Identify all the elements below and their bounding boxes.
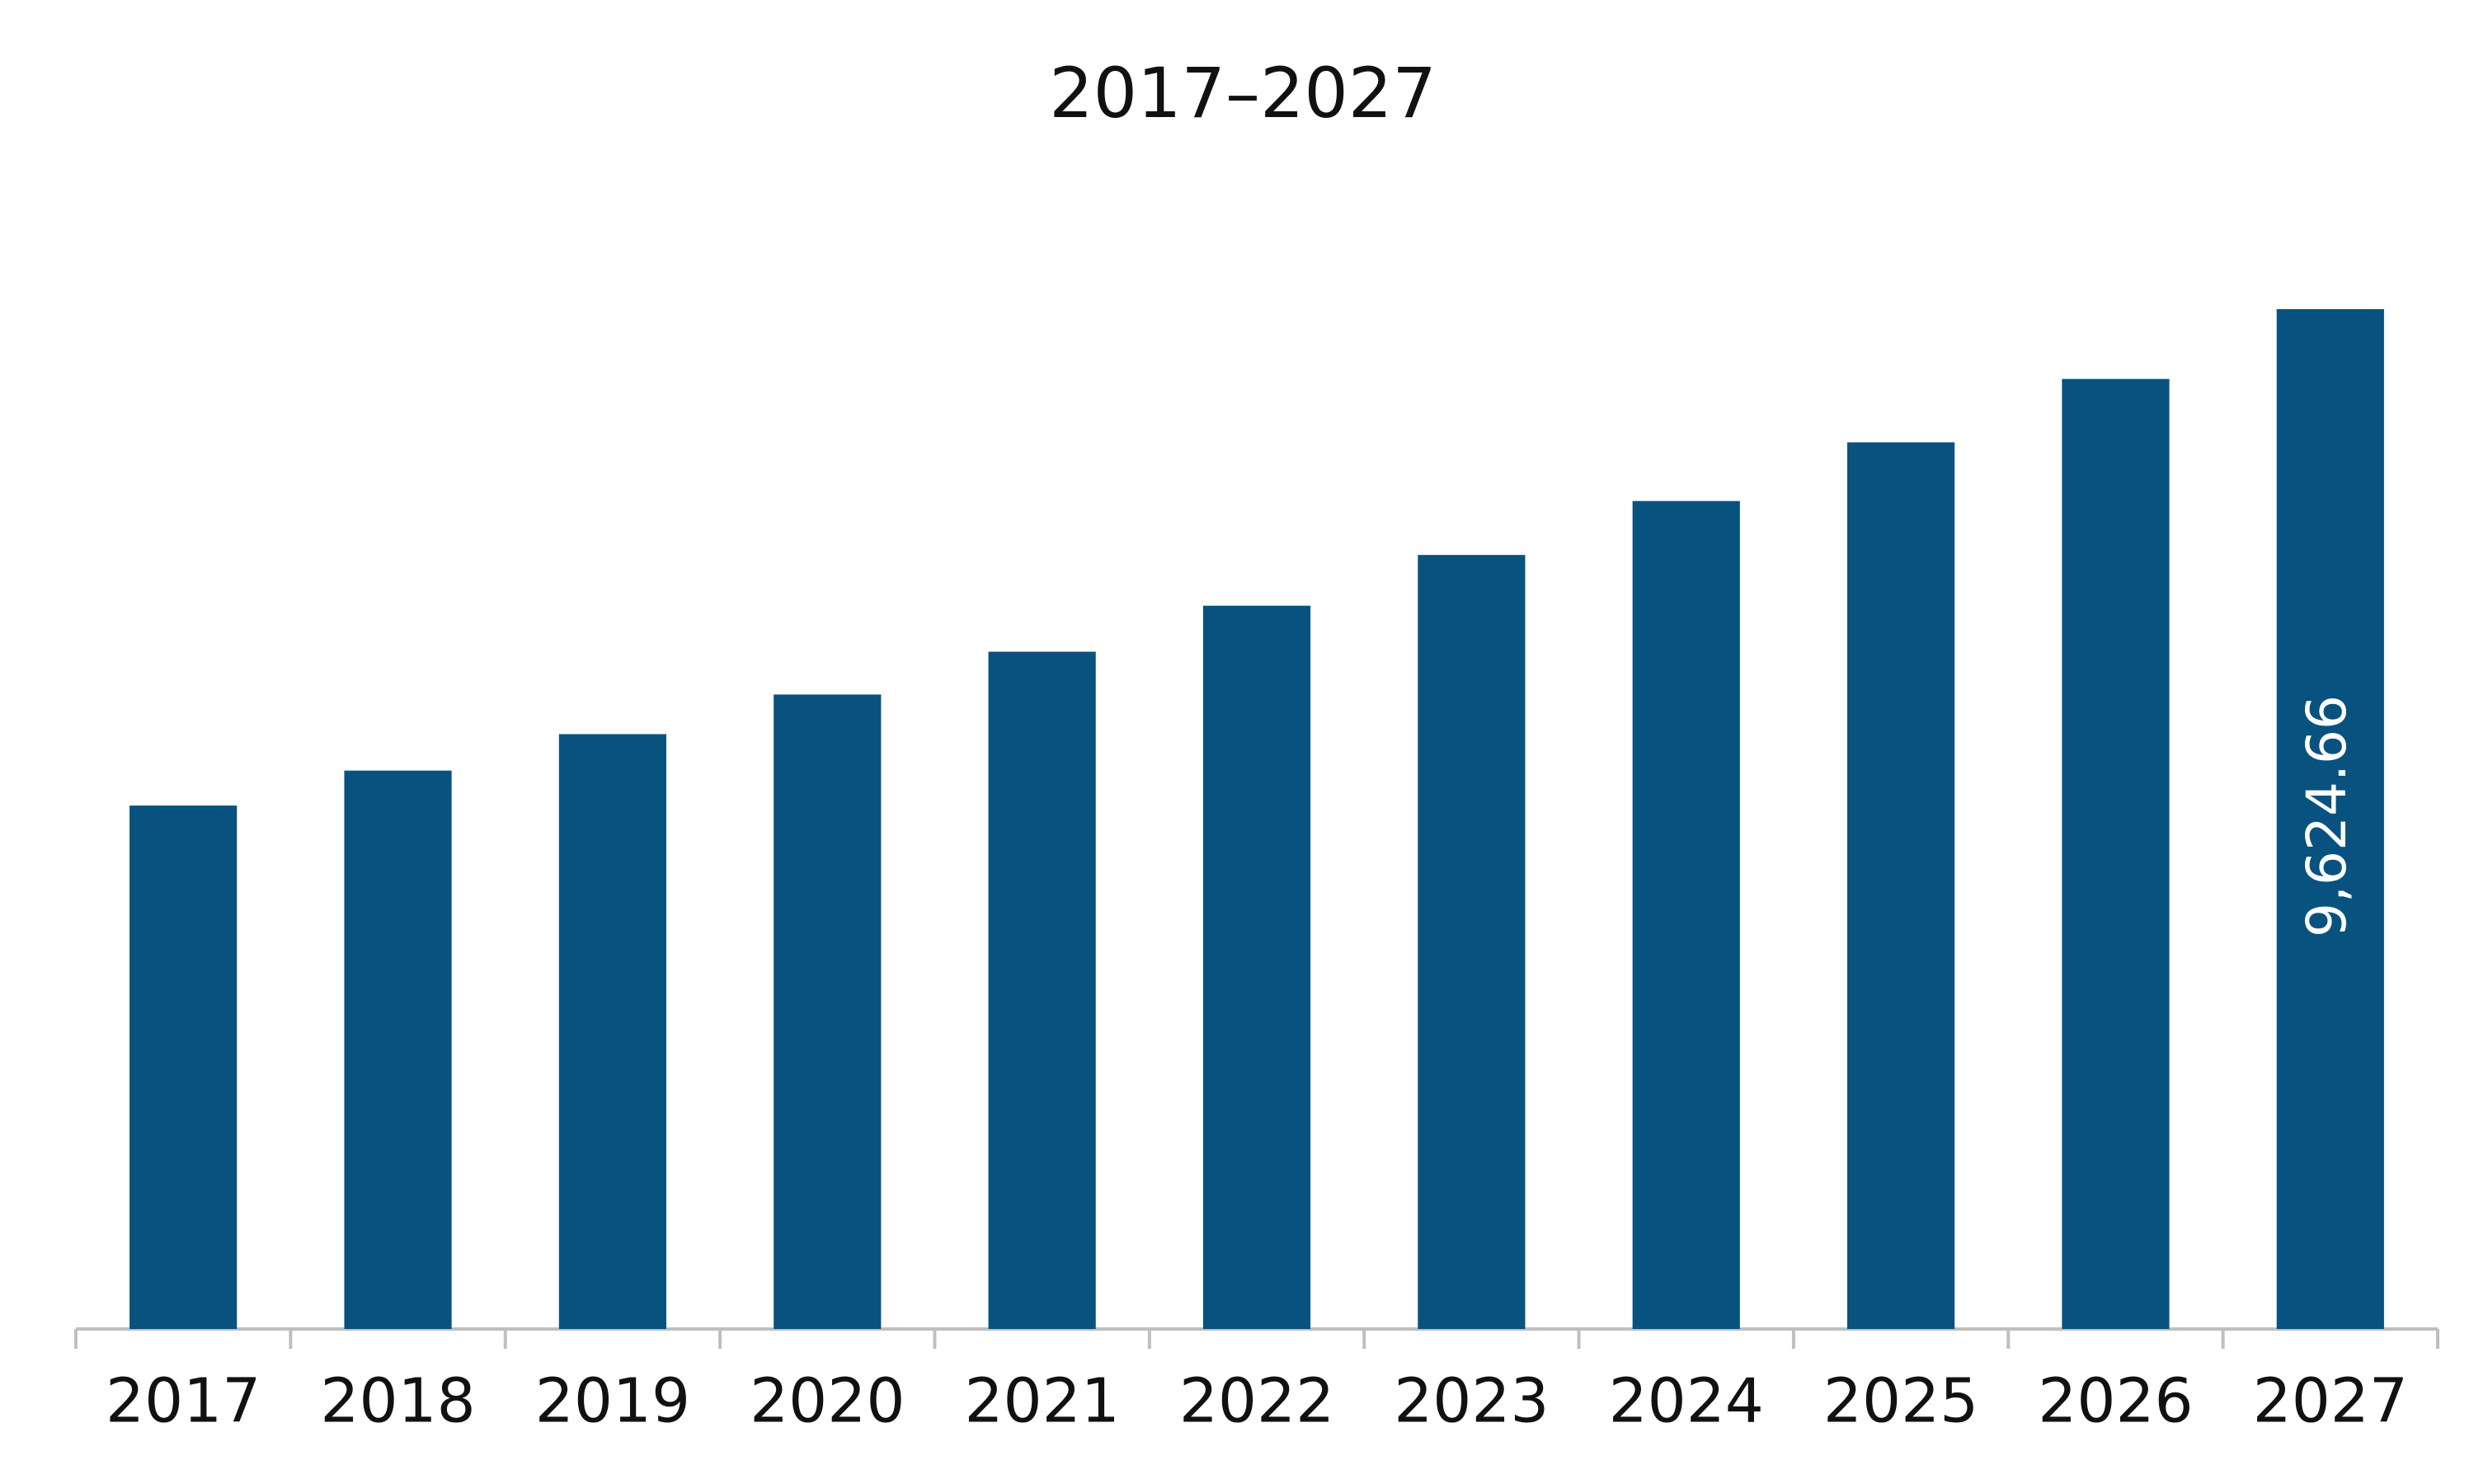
x-tick-label: 2024: [1609, 1366, 1764, 1437]
bar: [1202, 605, 1311, 1329]
data-label: 9,624.66: [2295, 695, 2359, 937]
x-tick-label: 2019: [535, 1366, 690, 1437]
bar: [2062, 378, 2170, 1330]
bar: [774, 694, 882, 1329]
x-tick-label: 2022: [1179, 1366, 1334, 1437]
x-tick-label: 2017: [106, 1366, 261, 1437]
bar: [344, 770, 452, 1329]
x-tick-label: 2020: [750, 1366, 905, 1437]
bar: [129, 805, 238, 1329]
x-tick-label: 2027: [2253, 1366, 2408, 1437]
x-tick-label: 2018: [320, 1366, 475, 1437]
bar: [2276, 309, 2384, 1329]
bar: [1632, 500, 1740, 1329]
bar: [558, 734, 666, 1329]
x-tick-label: 2026: [2038, 1366, 2193, 1437]
bar: [1847, 442, 1955, 1329]
x-tick-label: 2021: [964, 1366, 1119, 1437]
x-tick-label: 2025: [1823, 1366, 1978, 1437]
chart-title: 2017–2027: [1049, 53, 1437, 134]
bar: [988, 651, 1096, 1329]
x-tick-label: 2023: [1394, 1366, 1549, 1437]
bar: [1418, 555, 1526, 1329]
